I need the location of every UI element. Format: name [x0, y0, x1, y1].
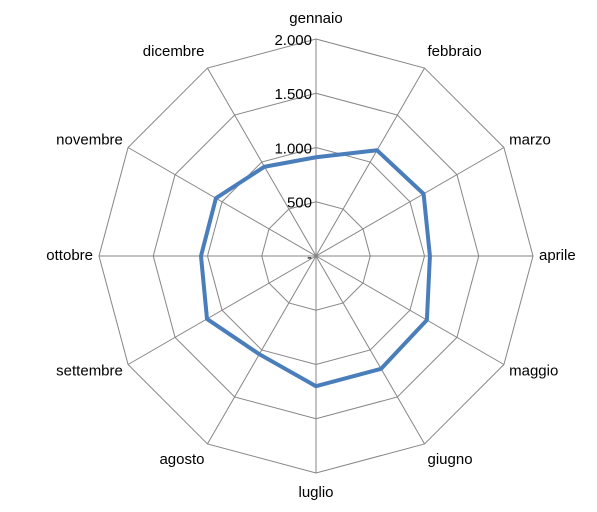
category-label: novembre: [56, 131, 123, 148]
category-label: luglio: [298, 484, 333, 501]
category-label: febbraio: [428, 43, 482, 60]
spoke: [207, 67, 317, 257]
r-tick-label: 1.000: [274, 140, 312, 157]
series-line: [198, 148, 432, 389]
r-tick-label: 2.000: [274, 32, 312, 49]
spoke: [207, 255, 317, 445]
category-label: dicembre: [143, 43, 205, 60]
spoke: [315, 255, 425, 445]
spoke: [315, 67, 425, 257]
category-label: marzo: [509, 131, 551, 148]
spoke: [127, 147, 317, 257]
category-label: ottobre: [46, 247, 93, 264]
r-tick-label: 1.500: [274, 86, 312, 103]
category-label: gennaio: [289, 10, 342, 27]
category-label: settembre: [56, 362, 123, 379]
category-label: agosto: [159, 451, 204, 468]
r-tick-label: -: [307, 249, 312, 266]
category-label: maggio: [509, 362, 558, 379]
spoke: [315, 147, 505, 257]
category-label: aprile: [539, 247, 576, 264]
category-label: giugno: [428, 451, 473, 468]
r-tick-label: 500: [287, 195, 312, 212]
spoke: [127, 255, 317, 365]
spoke: [315, 255, 505, 365]
